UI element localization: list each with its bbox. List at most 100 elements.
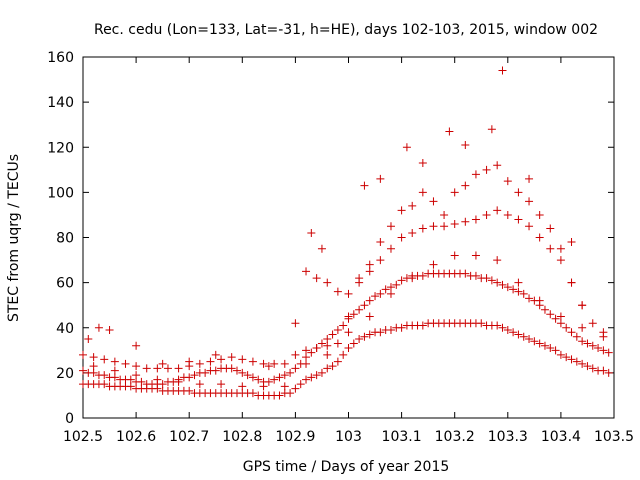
data-point [126,382,135,391]
data-point [365,330,374,339]
data-point [291,350,300,359]
data-point [307,373,316,382]
x-axis: 102.5 102.6 102.7 102.8 102.9 103 103.1 103.2 10… [63,57,634,445]
data-point [344,328,353,337]
data-point [567,238,576,247]
data-point [418,321,427,330]
data-point [450,188,459,197]
y-tick-label: 120 [47,140,74,156]
data-point [360,301,369,310]
data-point [137,377,146,386]
data-point [195,380,204,389]
data-point [376,238,385,247]
data-point [376,328,385,337]
data-point [349,339,358,348]
data-point [514,188,523,197]
data-point [302,267,311,276]
data-point [349,310,358,319]
x-tick-label: 103 [335,429,362,445]
y-axis: 0 20 40 60 80 100 120 140 160 [47,50,614,427]
data-point [344,344,353,353]
data-point [450,219,459,228]
data-point [185,373,194,382]
data-point [365,312,374,321]
data-point [471,271,480,280]
x-tick-label: 102.8 [222,429,262,445]
data-point [328,362,337,371]
data-point [408,228,417,237]
data-point [386,244,395,253]
data-point [381,285,390,294]
data-point [440,210,449,219]
data-point [280,359,289,368]
data-point [323,335,332,344]
data-point [217,355,226,364]
data-point [386,283,395,292]
data-point [503,177,512,186]
data-point [307,348,316,357]
data-point [546,310,555,319]
data-point [132,341,141,350]
x-axis-label: GPS time / Days of year 2015 [243,459,450,475]
data-point [254,375,263,384]
data-point [493,321,502,330]
data-point [355,305,364,314]
data-point [599,346,608,355]
data-point [461,269,470,278]
data-point [280,382,289,391]
data-point [79,366,87,375]
data-point [312,344,321,353]
data-point [94,323,103,332]
data-point [578,337,587,346]
data-point [280,371,289,380]
data-point [153,375,162,384]
data-point [158,359,167,368]
data-point [540,341,549,350]
x-tick-label: 102.9 [275,429,315,445]
data-point [535,296,544,305]
data-point [126,375,135,384]
data-point [578,301,587,310]
data-point [238,355,247,364]
data-point [556,244,565,253]
data-point [514,215,523,224]
data-point [259,359,268,368]
data-point [291,384,300,393]
data-point [89,362,98,371]
data-point [227,353,236,362]
data-point [232,366,241,375]
data-point [100,371,109,380]
data-point [355,335,364,344]
data-point [323,350,332,359]
data-point [142,364,151,373]
data-point [482,210,491,219]
data-point [429,260,438,269]
data-point [578,323,587,332]
data-point [514,287,523,296]
data-point [525,335,534,344]
data-point [397,206,406,215]
y-tick-label: 60 [56,276,74,292]
y-tick-label: 100 [47,185,74,201]
data-point [227,364,236,373]
data-point [556,350,565,359]
data-point [201,368,210,377]
data-point [264,377,273,386]
data-point [163,364,172,373]
data-point [498,280,507,289]
y-axis-label: STEC from uqrg / TECUs [6,154,22,322]
data-point [286,368,295,377]
data-point [248,357,257,366]
data-point [355,274,364,283]
data-point [514,330,523,339]
data-point [243,371,252,380]
y-tick-label: 0 [65,411,74,427]
data-point [535,233,544,242]
data-point [578,359,587,368]
data-point [286,389,295,398]
data-point [190,371,199,380]
data-point [328,330,337,339]
data-point [498,323,507,332]
